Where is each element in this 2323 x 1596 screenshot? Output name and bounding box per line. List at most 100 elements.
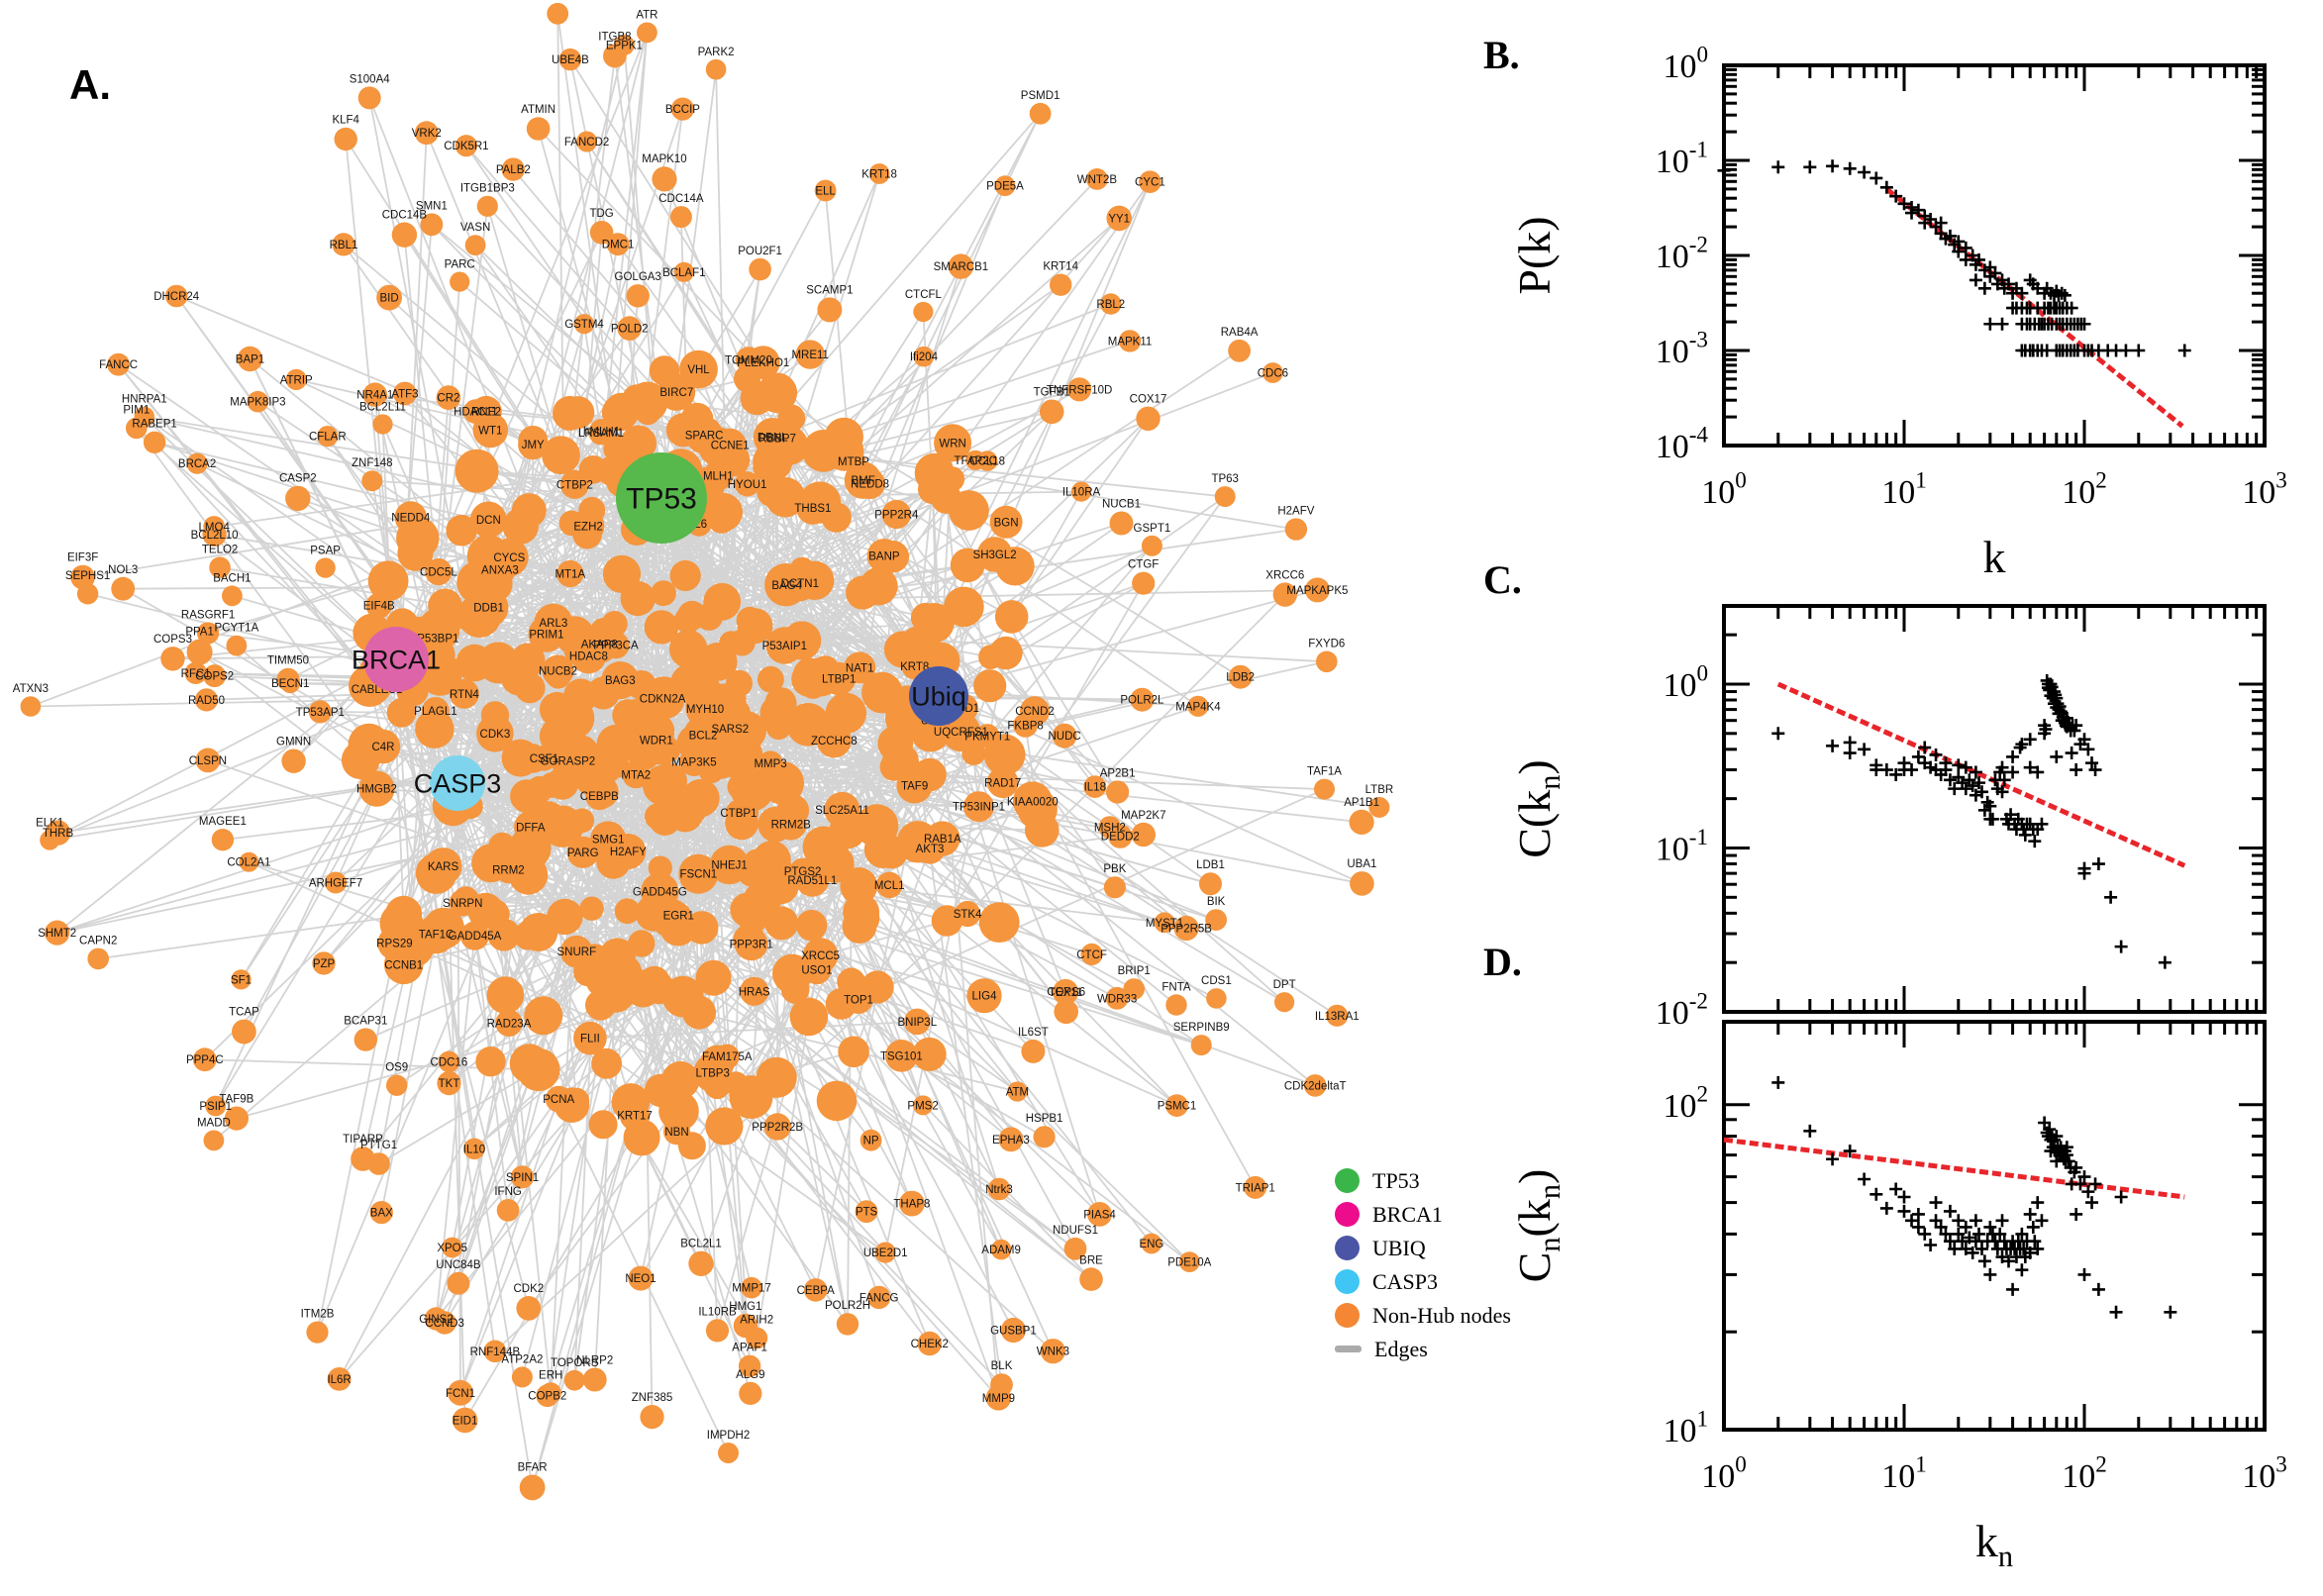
gene-node — [569, 808, 595, 834]
gene-label: POLR2L — [1120, 695, 1164, 707]
tick-label: 10-2 — [1656, 989, 1708, 1032]
data-point — [1897, 197, 1911, 211]
gene-label: EIF4B — [363, 601, 395, 613]
gene-node — [454, 449, 499, 493]
gene-label: EIF3F — [67, 552, 98, 564]
legend-item: UBIQ — [1335, 1236, 1511, 1260]
gene-node — [975, 724, 1000, 748]
gene-label: RNF144B — [470, 1347, 521, 1358]
gene-label: POLR2H — [825, 1300, 870, 1312]
gene-node — [542, 654, 574, 687]
gene-node — [1086, 168, 1108, 190]
gene-node — [622, 760, 651, 789]
gene-label: MAGEE1 — [199, 816, 247, 828]
gene-node — [973, 669, 1007, 703]
gene-node — [976, 537, 1013, 572]
gene-node — [759, 695, 795, 731]
data-point — [1959, 241, 1972, 254]
gene-node — [704, 492, 743, 532]
gene-node — [237, 346, 263, 372]
gene-node — [802, 430, 845, 472]
gene-node — [994, 175, 1016, 197]
edge — [660, 497, 878, 827]
data-point — [1889, 189, 1903, 203]
data-point — [1956, 1235, 1970, 1248]
panel-a-label: A. — [69, 61, 111, 108]
gene-node — [868, 163, 890, 184]
gene-label: EPPK1 — [606, 40, 643, 51]
gene-label: RPS29 — [376, 939, 412, 950]
gene-label: COPS6 — [1047, 987, 1085, 999]
gene-label: KIAA0020 — [1007, 796, 1059, 808]
gene-label: FAM175A — [702, 1051, 753, 1063]
gene-label: TSG101 — [880, 1050, 923, 1062]
gene-label: CAPN2 — [79, 936, 117, 948]
gene-label: NDUFS1 — [1053, 1225, 1098, 1237]
data-point — [2035, 817, 2049, 831]
gene-label: Ifi204 — [910, 351, 939, 363]
gene-node — [420, 213, 444, 237]
data-point — [1939, 1227, 1953, 1241]
gene-label: NEDD8 — [851, 479, 889, 491]
gene-label: SARS2 — [711, 724, 749, 736]
gene-label: APAF1 — [732, 1343, 767, 1354]
gene-label: BANP — [868, 550, 900, 562]
data-points — [1717, 159, 2191, 357]
gene-label: GSTM4 — [564, 319, 604, 331]
data-point — [1943, 229, 1957, 243]
gene-node — [576, 131, 598, 152]
data-point — [1995, 1214, 2009, 1228]
data-point — [2026, 1220, 2040, 1234]
non-hub-nodes-legend-dot — [1335, 1303, 1360, 1328]
gene-node — [70, 564, 95, 590]
gene-node — [774, 808, 807, 841]
brca1-legend-dot — [1335, 1202, 1360, 1227]
gene-label: SNURF — [556, 947, 596, 958]
gene-node — [1083, 775, 1107, 798]
gene-label: BCL2 — [689, 730, 718, 742]
gene-label: LTBP3 — [696, 1068, 730, 1080]
gene-label: TIMM50 — [267, 655, 309, 667]
data-point — [1918, 1227, 1932, 1241]
gene-node — [386, 698, 417, 728]
gene-label: BACH1 — [213, 572, 251, 584]
gene-node — [511, 1366, 533, 1388]
data-point — [1983, 1267, 1997, 1281]
gene-label: BCL2L1 — [680, 1239, 722, 1250]
edge — [214, 448, 619, 1107]
gene-node — [558, 48, 582, 71]
tp53-legend-dot — [1335, 1168, 1360, 1193]
tick-label: 100 — [1701, 1452, 1747, 1495]
gene-node — [673, 261, 694, 282]
tick-label: 103 — [2242, 1452, 2287, 1495]
gene-label: H2AFV — [1277, 505, 1314, 517]
gene-label: NR4A1 — [356, 390, 393, 402]
gene-label: HDAC11 — [454, 407, 498, 419]
gene-label: AP1B1 — [1344, 797, 1379, 809]
gene-label: PPP4C — [186, 1054, 224, 1066]
gene-node — [1131, 822, 1157, 848]
data-point — [1995, 273, 2009, 287]
edge — [537, 128, 855, 462]
legend-item-label: UBIQ — [1372, 1235, 1426, 1260]
data-point — [2077, 733, 2091, 747]
gene-label: UBA1 — [1347, 858, 1376, 870]
data-point — [2085, 1196, 2099, 1210]
gene-node — [589, 221, 614, 245]
gene-label: PPP2R2B — [752, 1122, 803, 1134]
data-point — [2104, 890, 2118, 904]
gene-node — [896, 767, 933, 804]
gene-node — [1039, 399, 1064, 425]
edge — [49, 658, 397, 842]
gene-node — [494, 855, 523, 884]
gene-label: CCND2 — [1015, 706, 1055, 718]
gene-node — [477, 642, 520, 684]
gene-node — [730, 892, 764, 928]
tick-label: 101 — [1881, 1452, 1927, 1495]
gene-label: C4R — [371, 742, 394, 753]
gene-node — [814, 179, 837, 202]
gene-node — [641, 872, 679, 911]
gene-label: CYC1 — [1135, 177, 1165, 189]
